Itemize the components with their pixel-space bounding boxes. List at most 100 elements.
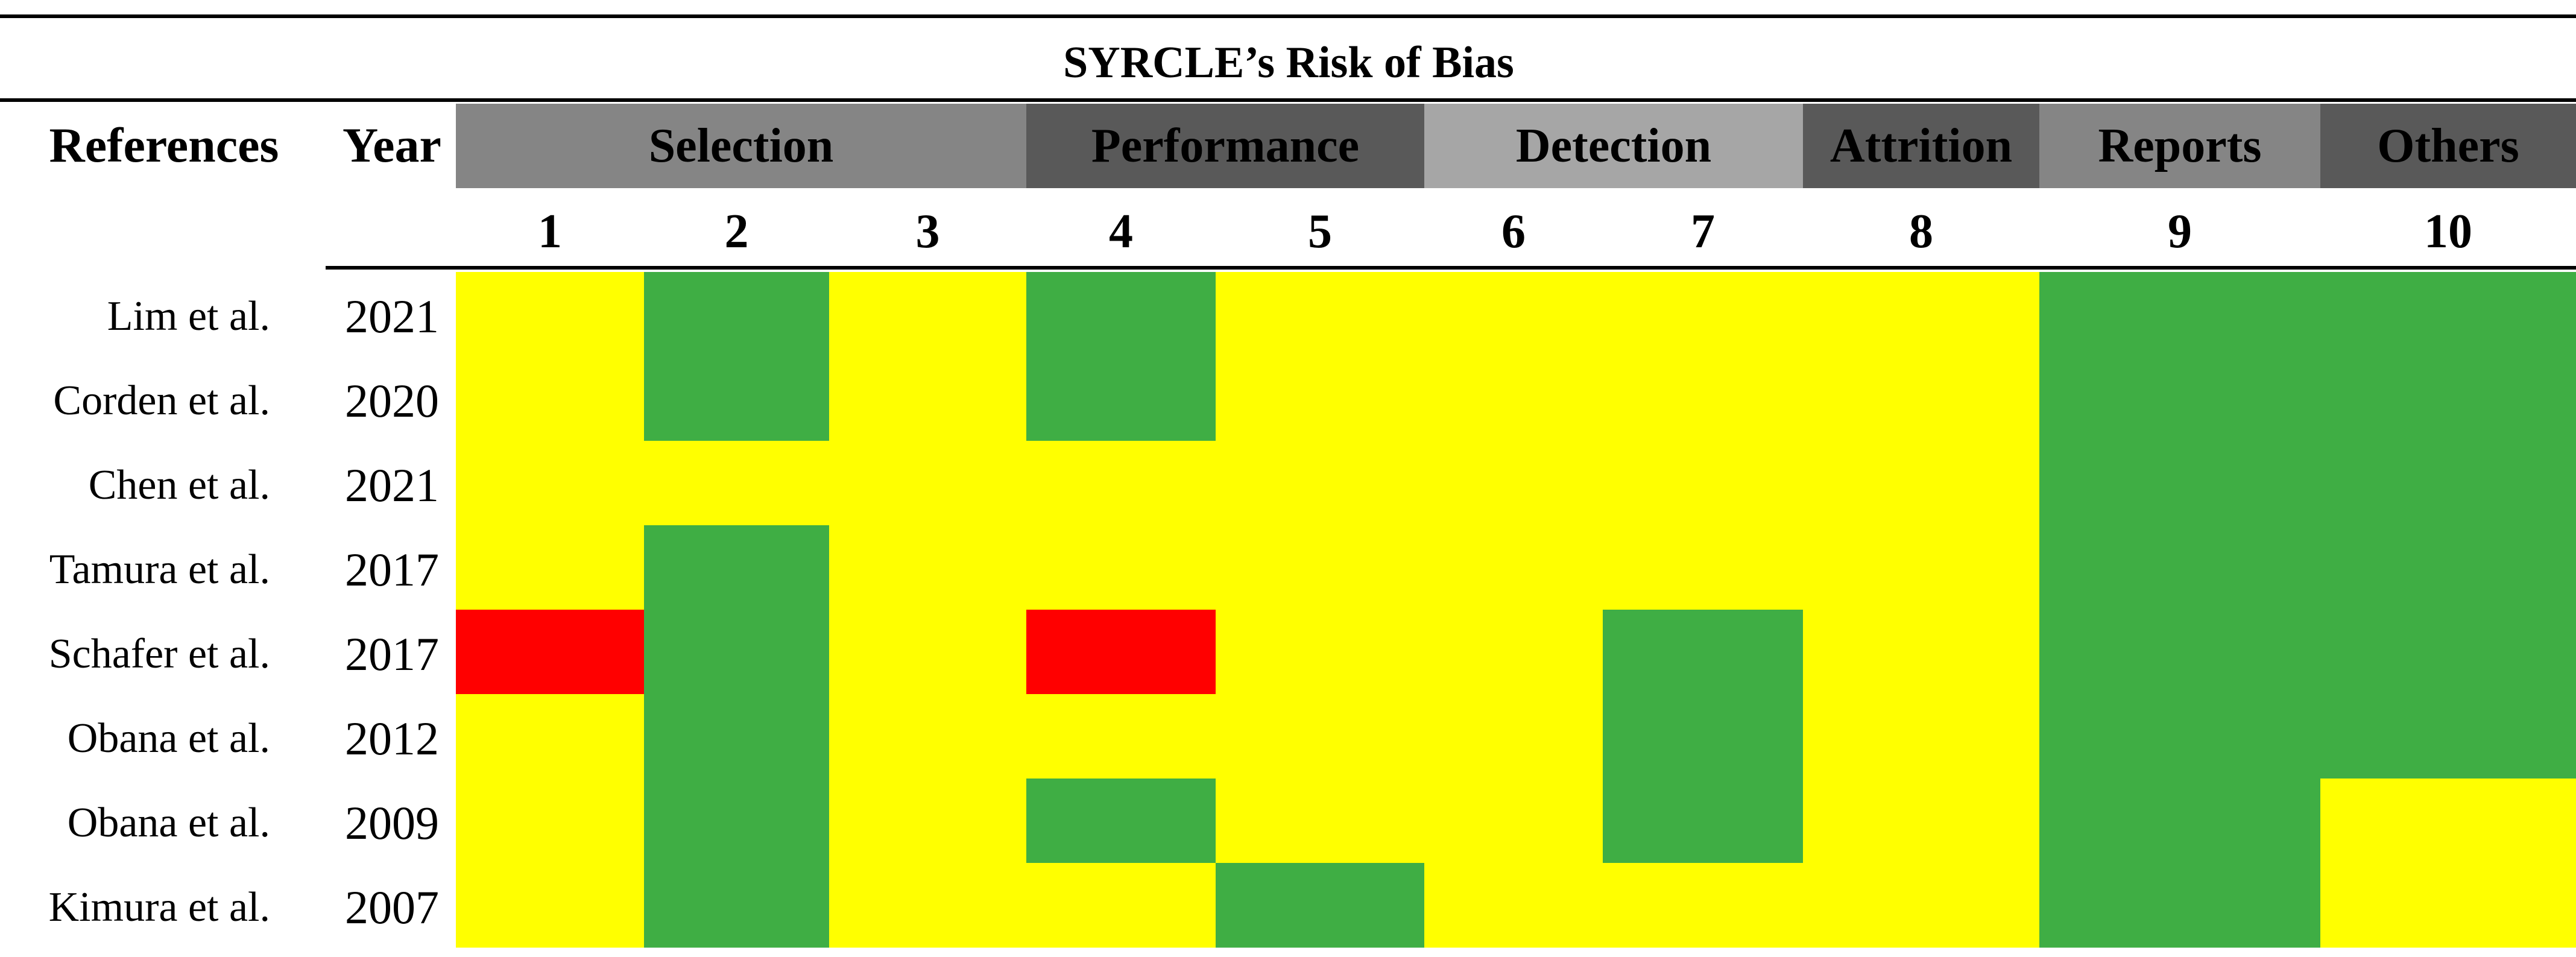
year-label: 2020 bbox=[345, 374, 439, 427]
item-number-labels: 1 2 3 4 5 6 7 8 9 10 bbox=[538, 205, 2472, 258]
cell-row3-item8 bbox=[1803, 441, 2040, 526]
cell-row4-item3 bbox=[829, 525, 1027, 610]
reference-label: Schafer et al. bbox=[49, 631, 270, 677]
cell-row1-item5 bbox=[1216, 272, 1425, 357]
cell-row6-item3 bbox=[829, 694, 1027, 779]
domain-label-reports: Reports bbox=[2098, 119, 2261, 172]
domain-band-others bbox=[2320, 104, 2576, 188]
item-label-7: 7 bbox=[1691, 205, 1715, 258]
cell-row6-item6 bbox=[1424, 694, 1603, 779]
cell-row8-item3 bbox=[829, 863, 1027, 948]
cell-row2-item8 bbox=[1803, 356, 2040, 441]
cell-row5-item4 bbox=[1026, 610, 1216, 695]
heatmap-cells bbox=[456, 272, 2576, 948]
cell-row8-item6 bbox=[1424, 863, 1603, 948]
year-header: Year bbox=[343, 118, 441, 172]
cell-row3-item1 bbox=[456, 441, 645, 526]
reference-label: Chen et al. bbox=[89, 462, 270, 508]
cell-row5-item9 bbox=[2039, 610, 2321, 695]
reference-label: Lim et al. bbox=[107, 293, 270, 340]
cell-row7-item6 bbox=[1424, 779, 1603, 864]
cell-row4-item10 bbox=[2320, 525, 2576, 610]
cell-row5-item10 bbox=[2320, 610, 2576, 695]
domain-band-performance bbox=[1026, 104, 1424, 188]
year-label: 2009 bbox=[345, 797, 439, 849]
reference-label: Kimura et al. bbox=[49, 884, 270, 930]
cell-row4-item7 bbox=[1603, 525, 1804, 610]
cell-row8-item2 bbox=[644, 863, 830, 948]
cell-row3-item7 bbox=[1603, 441, 1804, 526]
cell-row5-item2 bbox=[644, 610, 830, 695]
references-header: References bbox=[49, 118, 279, 172]
cell-row7-item5 bbox=[1216, 779, 1425, 864]
cell-row7-item2 bbox=[644, 779, 830, 864]
cell-row4-item9 bbox=[2039, 525, 2321, 610]
year-label: 2017 bbox=[345, 543, 439, 596]
cell-row3-item5 bbox=[1216, 441, 1425, 526]
domain-label-performance: Performance bbox=[1091, 119, 1359, 172]
reference-label: Obana et al. bbox=[68, 715, 270, 762]
item-label-5: 5 bbox=[1308, 205, 1332, 258]
item-label-6: 6 bbox=[1501, 205, 1526, 258]
domain-band-detection bbox=[1424, 104, 1803, 188]
cell-row2-item6 bbox=[1424, 356, 1603, 441]
item-label-9: 9 bbox=[2168, 205, 2192, 258]
cell-row8-item4 bbox=[1026, 863, 1216, 948]
cell-row7-item1 bbox=[456, 779, 645, 864]
domain-label-attrition: Attrition bbox=[1830, 119, 2012, 172]
cell-row2-item5 bbox=[1216, 356, 1425, 441]
domain-band-reports bbox=[2039, 104, 2320, 188]
domain-bands: Selection Performance Detection Attrition Re… bbox=[456, 104, 2576, 188]
cell-row8-item9 bbox=[2039, 863, 2321, 948]
year-label: 2012 bbox=[345, 712, 439, 765]
cell-row6-item4 bbox=[1026, 694, 1216, 779]
cell-row3-item6 bbox=[1424, 441, 1603, 526]
reference-label: Tamura et al. bbox=[49, 546, 270, 593]
item-label-1: 1 bbox=[538, 205, 562, 258]
cell-row6-item1 bbox=[456, 694, 645, 779]
cell-row4-item5 bbox=[1216, 525, 1425, 610]
cell-row3-item3 bbox=[829, 441, 1027, 526]
cell-row7-item7 bbox=[1603, 779, 1804, 864]
cell-row6-item9 bbox=[2039, 694, 2321, 779]
cell-row2-item3 bbox=[829, 356, 1027, 441]
year-label: 2021 bbox=[345, 459, 439, 511]
domain-label-others: Others bbox=[2377, 119, 2519, 172]
cell-row8-item5 bbox=[1216, 863, 1425, 948]
cell-row6-item5 bbox=[1216, 694, 1425, 779]
cell-row1-item6 bbox=[1424, 272, 1603, 357]
cell-row6-item7 bbox=[1603, 694, 1804, 779]
cell-row8-item1 bbox=[456, 863, 645, 948]
cell-row1-item2 bbox=[644, 272, 830, 357]
cell-row3-item10 bbox=[2320, 441, 2576, 526]
cell-row5-item8 bbox=[1803, 610, 2040, 695]
cell-row1-item1 bbox=[456, 272, 645, 357]
domain-label-selection: Selection bbox=[649, 119, 834, 172]
cell-row2-item2 bbox=[644, 356, 830, 441]
cell-row3-item9 bbox=[2039, 441, 2321, 526]
cell-row4-item8 bbox=[1803, 525, 2040, 610]
domain-band-selection bbox=[456, 104, 1026, 188]
cell-row1-item3 bbox=[829, 272, 1027, 357]
cell-row7-item9 bbox=[2039, 779, 2321, 864]
cell-row1-item9 bbox=[2039, 272, 2321, 357]
cell-row1-item4 bbox=[1026, 272, 1216, 357]
cell-row7-item3 bbox=[829, 779, 1027, 864]
cell-row1-item10 bbox=[2320, 272, 2576, 357]
row-labels: Lim et al. 2021 Corden et al. 2020 Chen et a… bbox=[49, 290, 439, 933]
cell-row8-item7 bbox=[1603, 863, 1804, 948]
cell-row3-item4 bbox=[1026, 441, 1216, 526]
cell-row5-item5 bbox=[1216, 610, 1425, 695]
cell-row5-item1 bbox=[456, 610, 645, 695]
cell-row2-item10 bbox=[2320, 356, 2576, 441]
cell-row8-item10 bbox=[2320, 863, 2576, 948]
cell-row6-item10 bbox=[2320, 694, 2576, 779]
item-label-4: 4 bbox=[1109, 205, 1133, 258]
cell-row1-item7 bbox=[1603, 272, 1804, 357]
year-label: 2007 bbox=[345, 881, 439, 933]
year-label: 2017 bbox=[345, 628, 439, 680]
cell-row6-item8 bbox=[1803, 694, 2040, 779]
reference-label: Corden et al. bbox=[53, 377, 270, 424]
cell-row8-item8 bbox=[1803, 863, 2040, 948]
cell-row7-item4 bbox=[1026, 779, 1216, 864]
